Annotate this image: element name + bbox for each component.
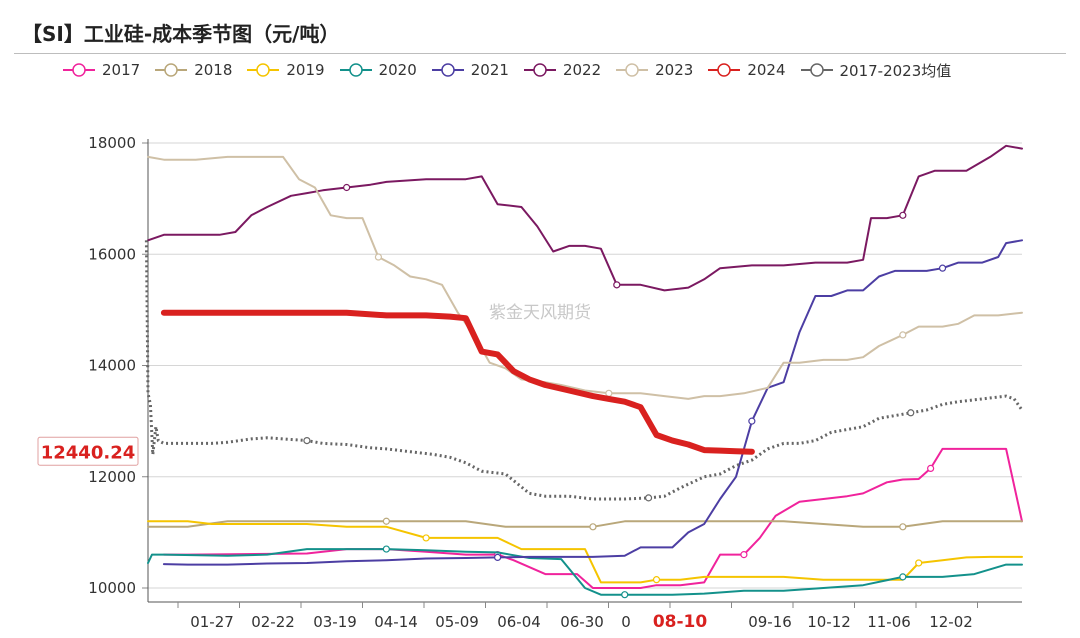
legend-label: 2019 bbox=[286, 61, 325, 79]
series-line-2021 bbox=[162, 239, 1023, 566]
series-line-2019 bbox=[147, 520, 1023, 584]
legend-swatch bbox=[155, 63, 188, 77]
legend-label: 2024 bbox=[747, 61, 786, 79]
y-tick-label: 10000 bbox=[88, 579, 136, 597]
series-marker bbox=[938, 264, 947, 272]
legend-swatch-marker bbox=[348, 63, 363, 77]
series-marker bbox=[927, 464, 935, 473]
legend-label: 2020 bbox=[378, 61, 417, 79]
legend-label: 2023 bbox=[655, 61, 694, 79]
legend-item[interactable]: 2017 bbox=[62, 61, 140, 79]
chart-title: 【SI】工业硅-成本季节图（元/吨） bbox=[22, 22, 340, 46]
x-tick-label: 09-16 bbox=[748, 613, 792, 631]
series-marker bbox=[382, 545, 390, 553]
chart-legend: 2017 2018 2019 2020 2021 2022 2023 2024 2017-202… bbox=[62, 59, 965, 81]
legend-swatch bbox=[63, 63, 95, 77]
title-divider bbox=[14, 53, 1066, 54]
series-marker bbox=[899, 331, 907, 339]
series-marker bbox=[374, 253, 383, 261]
legend-swatch-marker bbox=[717, 63, 732, 77]
legend-item[interactable]: 2021 bbox=[431, 61, 509, 79]
legend-item[interactable]: 2017-2023均值 bbox=[800, 60, 952, 81]
x-tick-label: 06-30 bbox=[560, 613, 604, 631]
x-tick-label: 04-14 bbox=[374, 613, 418, 631]
legend-label: 2018 bbox=[194, 61, 233, 79]
legend-swatch bbox=[247, 63, 280, 77]
series-marker bbox=[740, 551, 748, 559]
grid-lines bbox=[148, 142, 1022, 589]
legend-swatch bbox=[800, 63, 833, 77]
legend-swatch-marker bbox=[256, 63, 271, 77]
series-marker bbox=[382, 517, 390, 525]
watermark-text: 紫金天风期货 bbox=[489, 303, 591, 323]
series-marker bbox=[613, 281, 621, 289]
series-marker bbox=[748, 417, 756, 425]
x-tick-label: 06-04 bbox=[497, 613, 541, 631]
legend-item[interactable]: 2022 bbox=[523, 61, 601, 79]
series-line-2022 bbox=[147, 144, 1023, 292]
legend-swatch bbox=[431, 63, 464, 77]
legend-item[interactable]: 2019 bbox=[246, 61, 325, 79]
series-line-2023 bbox=[147, 155, 1023, 400]
legend-label: 2017-2023均值 bbox=[839, 61, 952, 80]
legend-item[interactable]: 2023 bbox=[615, 61, 693, 79]
series-marker bbox=[899, 573, 907, 581]
y-tick-label: 18000 bbox=[88, 134, 136, 152]
series-line-2024 bbox=[160, 309, 755, 455]
x-tick-label: 05-09 bbox=[435, 613, 479, 631]
x-tick-label: 02-22 bbox=[251, 613, 295, 631]
legend-label: 2017 bbox=[102, 61, 141, 79]
legend-swatch-marker bbox=[441, 63, 455, 77]
x-tick-label: 0 bbox=[621, 613, 631, 631]
y-tick-label: 14000 bbox=[88, 357, 136, 375]
series-line-2017-2023均值 bbox=[144, 240, 1024, 501]
series-marker bbox=[899, 211, 907, 219]
legend-item[interactable]: 2018 bbox=[154, 61, 232, 79]
legend-swatch bbox=[523, 63, 556, 77]
series-marker bbox=[907, 409, 915, 417]
y-tick-label: 16000 bbox=[88, 245, 136, 263]
legend-item[interactable]: 2020 bbox=[339, 61, 417, 79]
x-tick-label: 12-02 bbox=[929, 613, 973, 631]
series-layer bbox=[144, 144, 1024, 599]
series-line-2018 bbox=[147, 520, 1023, 528]
series-marker bbox=[652, 576, 661, 584]
legend-swatch-marker bbox=[164, 63, 178, 77]
legend-swatch-marker bbox=[809, 63, 824, 77]
series-marker bbox=[494, 553, 502, 562]
x-tick-label: 01-27 bbox=[190, 613, 234, 631]
series-marker bbox=[644, 494, 653, 502]
x-tick-label: 10-12 bbox=[807, 613, 851, 631]
x-tick-label: 03-19 bbox=[313, 613, 357, 631]
series-marker bbox=[303, 436, 311, 445]
series-marker bbox=[605, 389, 613, 397]
series-marker bbox=[915, 559, 923, 567]
series-marker bbox=[589, 523, 597, 531]
series-marker bbox=[343, 183, 351, 192]
legend-swatch-marker bbox=[533, 63, 547, 77]
legend-swatch-marker bbox=[72, 63, 86, 77]
legend-label: 2022 bbox=[562, 61, 602, 79]
series-marker bbox=[899, 523, 907, 531]
current-value-label: 12440.24 bbox=[41, 442, 136, 463]
x-tick-label: 08-10 bbox=[653, 612, 708, 632]
series-marker bbox=[422, 534, 430, 542]
legend-item[interactable]: 2024 bbox=[707, 61, 786, 79]
legend-swatch bbox=[708, 63, 741, 77]
legend-label: 2021 bbox=[470, 61, 509, 79]
legend-swatch bbox=[616, 63, 649, 77]
legend-swatch-marker bbox=[625, 63, 639, 77]
y-tick-label: 12000 bbox=[88, 468, 136, 486]
legend-swatch bbox=[339, 63, 372, 77]
series-line-2020 bbox=[147, 548, 1023, 596]
current-value-box bbox=[37, 436, 139, 466]
axes bbox=[142, 139, 1022, 608]
series-marker bbox=[621, 591, 629, 599]
x-tick-label: 11-06 bbox=[867, 613, 911, 631]
axis-labels: 10000 12000 14000 16000 18000 01-27 02-22 03-19… bbox=[37, 134, 973, 632]
